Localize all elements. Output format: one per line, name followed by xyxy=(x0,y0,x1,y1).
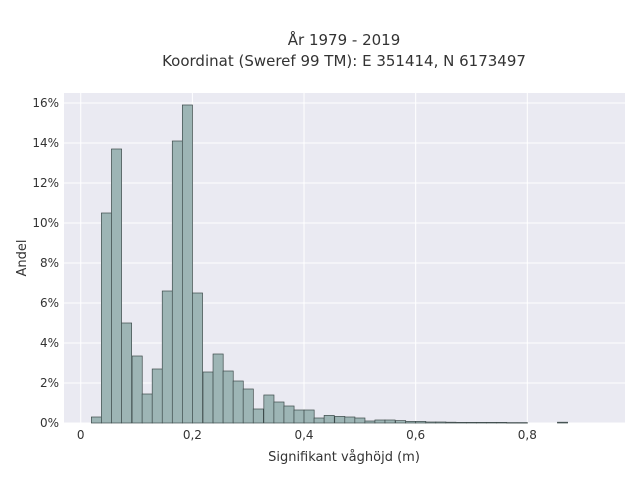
histogram-bar xyxy=(344,416,356,424)
histogram-bar xyxy=(212,353,224,424)
y-tick-label: 10% xyxy=(32,216,59,230)
histogram-bar xyxy=(91,416,102,424)
histogram-bar xyxy=(283,405,295,424)
histogram-bar xyxy=(557,421,568,424)
histogram-bar xyxy=(232,380,244,424)
y-tick-labels: 0% 2% 4% 6% 8% 10% 12% 14% 16% xyxy=(32,96,59,430)
histogram-bar xyxy=(141,393,153,424)
histogram-bar xyxy=(415,421,427,424)
histogram-bar xyxy=(374,419,386,424)
histogram-bar xyxy=(445,421,457,424)
bars xyxy=(91,104,568,424)
y-tick-label: 8% xyxy=(40,256,59,270)
histogram-bar xyxy=(161,290,173,424)
x-axis-title: Signifikant våghöjd (m) xyxy=(268,450,420,465)
histogram-bar xyxy=(435,421,447,424)
y-tick-label: 0% xyxy=(40,416,59,430)
histogram-bar xyxy=(151,368,163,424)
histogram-bar xyxy=(252,408,264,424)
y-tick-label: 2% xyxy=(40,376,59,390)
histogram-bar xyxy=(476,422,488,424)
histogram-bar xyxy=(181,104,193,424)
histogram-bar xyxy=(263,394,275,424)
y-tick-label: 6% xyxy=(40,296,59,310)
histogram-bar xyxy=(242,388,254,424)
histogram-bar xyxy=(313,417,325,424)
histogram-bar xyxy=(202,371,214,424)
histogram-bar xyxy=(334,416,346,424)
histogram-bar xyxy=(516,422,528,424)
histogram-bar xyxy=(466,422,477,424)
histogram-bar xyxy=(486,422,498,424)
histogram-bar xyxy=(171,140,183,424)
y-tick-label: 12% xyxy=(32,176,59,190)
y-axis-title: Andel xyxy=(15,240,30,277)
histogram-bar xyxy=(384,419,396,424)
histogram-bar xyxy=(192,292,203,424)
x-tick-label: 0,2 xyxy=(183,428,202,442)
histogram-bar xyxy=(425,421,437,424)
histogram-bar xyxy=(496,422,508,424)
histogram-bar xyxy=(405,421,417,424)
histogram-bar xyxy=(456,422,467,424)
histogram-bar xyxy=(121,322,132,424)
histogram-bar xyxy=(273,401,285,424)
x-tick-label: 0,8 xyxy=(518,428,537,442)
histogram-bar xyxy=(222,370,234,424)
y-tick-label: 16% xyxy=(32,96,59,110)
histogram-bar xyxy=(364,420,376,424)
histogram-bar xyxy=(131,355,143,424)
histogram-bar xyxy=(323,415,335,424)
histogram-bar xyxy=(101,212,112,424)
x-tick-label: 0,4 xyxy=(294,428,313,442)
chart-title-line2: Koordinat (Sweref 99 TM): E 351414, N 61… xyxy=(162,52,526,70)
histogram-bar xyxy=(506,422,518,424)
histogram-bar xyxy=(293,409,305,424)
x-tick-label: 0,6 xyxy=(406,428,425,442)
y-tick-label: 4% xyxy=(40,336,59,350)
x-tick-label: 0 xyxy=(77,428,85,442)
x-tick-labels: 0 0,2 0,4 0,6 0,8 xyxy=(77,428,537,442)
plot-area xyxy=(64,93,625,423)
histogram-bar xyxy=(303,409,315,424)
y-tick-label: 14% xyxy=(32,136,59,150)
histogram-bar xyxy=(395,420,407,424)
histogram-bar xyxy=(111,148,122,424)
histogram-bar xyxy=(354,417,366,424)
chart-title-line1: År 1979 - 2019 xyxy=(288,30,401,49)
